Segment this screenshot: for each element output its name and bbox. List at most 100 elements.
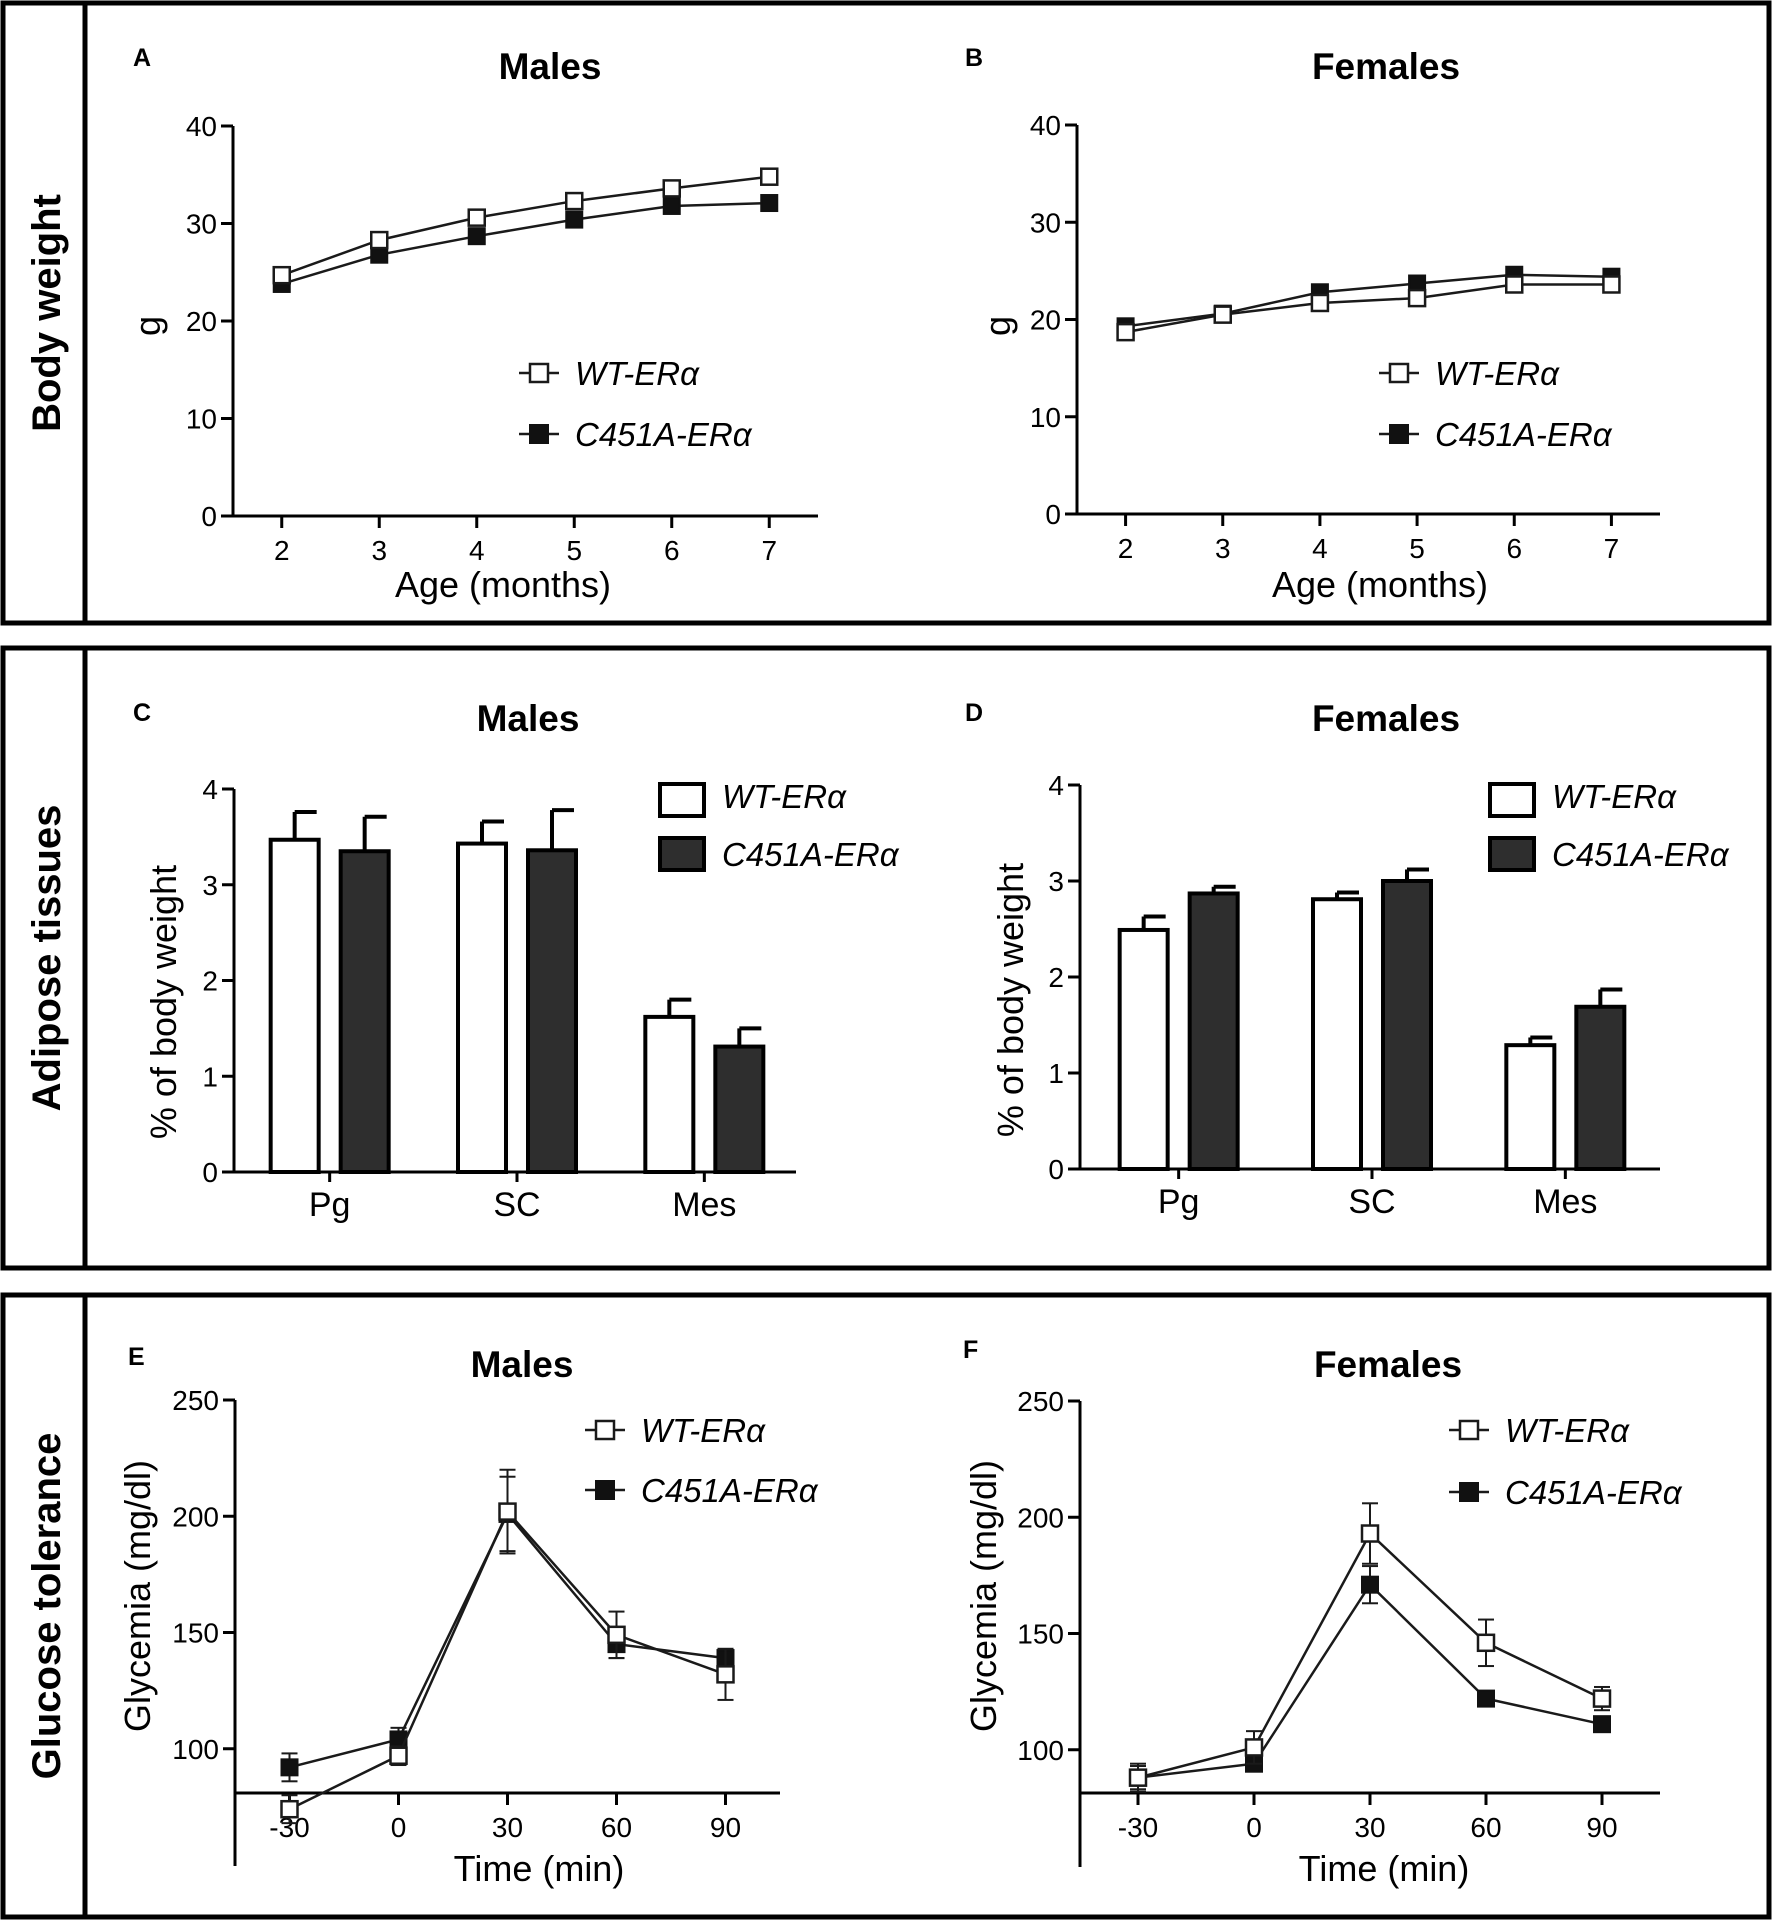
x-tick-label: 0 [1246,1812,1262,1843]
y-axis-label-d: % of body weight [990,863,1031,1137]
x-tick-label: 2 [1118,533,1134,564]
y-axis-label-a: g [127,316,168,336]
bar-wt [1117,927,1170,1172]
chart-title-d: Females [1312,698,1460,739]
data-point-open [1116,322,1135,342]
x-tick-label: 60 [1470,1812,1501,1843]
y-tick-label: 2 [202,966,218,997]
data-point-open [467,208,486,227]
panel-letter-b: B [965,44,983,72]
x-axis-label-e: Time (min) [454,1848,625,1889]
legend-filled-box [658,836,706,872]
chart-b-plot: 0 10 20 30 40 2 3 4 5 6 7 [1030,110,1660,564]
x-category-label: Pg [1158,1183,1200,1221]
row-label: Body weight [25,194,69,432]
chart-title-f: Females [1314,1344,1462,1385]
series-line [1125,283,1612,334]
legend-label-wt: WT-ERα [575,355,700,392]
legend-filled-square-marker [595,1480,615,1500]
legend-open-square-marker [528,362,550,384]
data-point-filled [1593,1715,1611,1734]
series-wt [1128,1502,1612,1791]
y-tick-label: 250 [172,1385,219,1416]
y-tick-label: 0 [1048,1154,1064,1185]
data-point-open [565,191,584,211]
panel-letter-c: C [133,699,151,727]
chart-a-plot: 0 10 20 30 40 2 3 4 5 6 7 [186,111,818,566]
x-category-label: SC [1348,1183,1395,1221]
y-tick-label: 4 [1048,770,1064,801]
legend-c: WT-ERα C451A-ERα [658,778,900,873]
series-line [1125,273,1612,328]
legend-filled-square-marker [1459,1482,1479,1502]
legend-d: WT-ERα C451A-ERα [1488,778,1730,873]
legend-label-wt: WT-ERα [722,778,847,815]
x-tick-label: 90 [1586,1812,1617,1843]
x-tick-label: 3 [371,535,387,566]
row-frame [0,645,1772,1271]
panel-letter-f: F [963,1336,978,1364]
chart-f-plot: 100 150 200 250 -30 0 30 60 90 [1017,1386,1660,1867]
panel-letter-a: A [133,44,151,72]
y-tick-label: 40 [186,111,217,142]
bar-c451a [338,849,391,1174]
legend-e: WT-ERα C451A-ERα [585,1412,819,1509]
y-tick-label: 3 [202,870,218,901]
y-tick-label: 250 [1017,1386,1064,1417]
row-adipose-tissues: Adipose tissues [0,645,1772,1271]
y-tick-label: 2 [1048,962,1064,993]
legend-label-c451a: C451A-ERα [1552,836,1730,873]
x-tick-label: 30 [1354,1812,1385,1843]
row-frame [0,1292,1772,1920]
x-tick-label: 4 [1312,533,1328,564]
data-point-open [1310,293,1330,313]
x-tick-label: 3 [1215,533,1231,564]
x-tick-label: 7 [761,535,777,566]
y-tick-label: 100 [1017,1735,1064,1766]
data-point-filled [1477,1689,1495,1708]
data-point-open [1213,305,1232,324]
legend-label-c451a: C451A-ERα [1435,416,1613,453]
chart-title-b: Females [1312,46,1460,87]
y-tick-label: 0 [202,1157,218,1188]
data-point-open [272,265,291,285]
chart-c-plot: 0 1 2 3 4 Pg SC Mes [202,774,796,1224]
legend-filled-box [1488,836,1536,872]
data-point-filled [1361,1575,1379,1594]
y-tick-label: 0 [1045,499,1061,530]
bar-wt [643,1014,696,1175]
y-tick-label: 3 [1048,866,1064,897]
legend-label-wt: WT-ERα [641,1412,766,1449]
legend-filled-square-marker [529,424,549,444]
y-tick-label: 150 [1017,1619,1064,1650]
x-axis-label-b: Age (months) [1272,564,1488,605]
legend-label-wt: WT-ERα [1505,1412,1630,1449]
y-tick-label: 20 [186,306,217,337]
data-point-open [1244,1738,1264,1757]
legend-a: WT-ERα C451A-ERα [519,355,753,453]
bar-wt [1311,897,1363,1171]
row-frame [0,0,1772,626]
data-point-open [280,1799,299,1819]
series-wt [272,167,779,285]
x-category-label: Mes [1533,1183,1597,1221]
x-tick-label: 30 [492,1812,523,1843]
x-category-label: Pg [309,1186,351,1224]
y-tick-label: 10 [186,404,217,435]
bar-c451a [1381,879,1433,1171]
series-c451a [1129,1565,1611,1793]
data-point-filled [662,196,681,215]
bar-c451a [1187,891,1240,1171]
y-tick-label: 10 [1030,402,1061,433]
y-tick-label: 200 [1017,1502,1064,1533]
legend-f: WT-ERα C451A-ERα [1449,1412,1683,1511]
series-line [1137,1582,1603,1779]
data-point-open [1602,275,1621,294]
x-tick-label: 2 [274,535,290,566]
y-axis-label-b: g [977,316,1018,336]
row-body-weight: Body weight [0,0,1772,626]
y-axis-label-c: % of body weight [143,865,184,1139]
legend-b: WT-ERα C451A-ERα [1379,355,1613,453]
x-tick-label: 5 [566,535,582,566]
bar-c451a [526,848,578,1175]
